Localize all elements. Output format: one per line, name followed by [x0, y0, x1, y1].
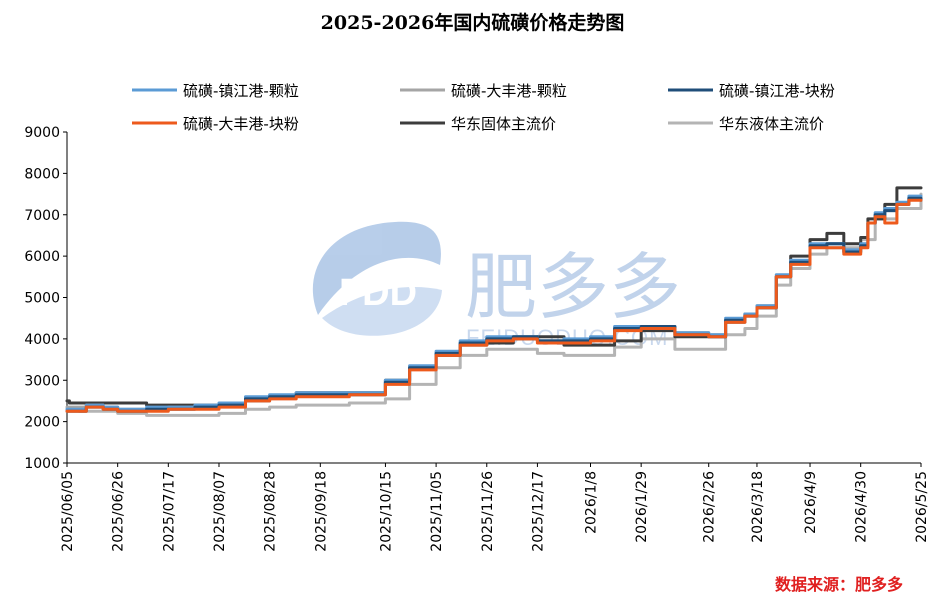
- x-tick-label: 2026/3/18: [750, 471, 766, 543]
- x-tick-label: 2025/10/15: [378, 471, 394, 552]
- legend-label-0: 硫磺-镇江港-颗粒: [183, 82, 299, 100]
- watermark-logo-text: FDD: [339, 272, 417, 314]
- x-tick-label: 2025/08/07: [212, 471, 228, 552]
- x-tick-label: 2025/11/26: [480, 471, 496, 552]
- y-tick-label: 7000: [24, 208, 60, 224]
- x-tick-label: 2026/1/8: [583, 471, 599, 534]
- y-tick-label: 5000: [24, 291, 60, 307]
- watermark-brand-text: 肥多多: [465, 245, 681, 329]
- x-tick-label: 2025/12/17: [530, 471, 546, 552]
- y-tick-label: 8000: [24, 166, 60, 182]
- legend-label-5: 华东液体主流价: [719, 115, 824, 133]
- x-tick-label: 2025/09/18: [313, 471, 329, 552]
- x-tick-label: 2025/06/05: [60, 471, 76, 552]
- x-tick-label: 2026/5/25: [914, 471, 930, 543]
- series-line-5: [65, 192, 923, 417]
- x-tick-label: 2026/1/29: [634, 471, 650, 543]
- x-tick-label: 2025/06/26: [111, 471, 127, 552]
- x-tick-label: 2026/2/26: [702, 471, 718, 543]
- x-tick-label: 2025/07/17: [161, 471, 177, 552]
- y-tick-label: 1000: [24, 456, 60, 472]
- series-layer: [65, 186, 923, 417]
- legend-label-3: 硫磺-大丰港-块粉: [183, 115, 299, 133]
- legend-label-1: 硫磺-大丰港-颗粒: [451, 82, 567, 100]
- x-tick-label: 2026/4/9: [803, 471, 819, 534]
- y-tick-label: 9000: [24, 125, 60, 141]
- axes: 1000 2000 3000 4000 5000 6000 7000 8000 9000 2025…: [24, 125, 930, 552]
- y-tick-label: 4000: [24, 332, 60, 348]
- x-tick-label: 2025/11/05: [429, 471, 445, 552]
- legend-label-4: 华东固体主流价: [451, 115, 556, 133]
- chart-title: 2025-2026年国内硫磺价格走势图: [320, 12, 625, 34]
- y-tick-label: 3000: [24, 373, 60, 389]
- watermark-leaf-logo: FDD: [312, 221, 442, 336]
- x-tick-label: 2026/4/30: [854, 471, 870, 543]
- series-line-3: [65, 198, 923, 413]
- y-tick-label: 6000: [24, 249, 60, 265]
- x-tick-label: 2025/08/28: [263, 471, 279, 552]
- y-tick-label: 2000: [24, 415, 60, 431]
- source-note: 数据来源：肥多多: [774, 575, 903, 594]
- legend-label-2: 硫磺-镇江港-块粉: [719, 82, 835, 100]
